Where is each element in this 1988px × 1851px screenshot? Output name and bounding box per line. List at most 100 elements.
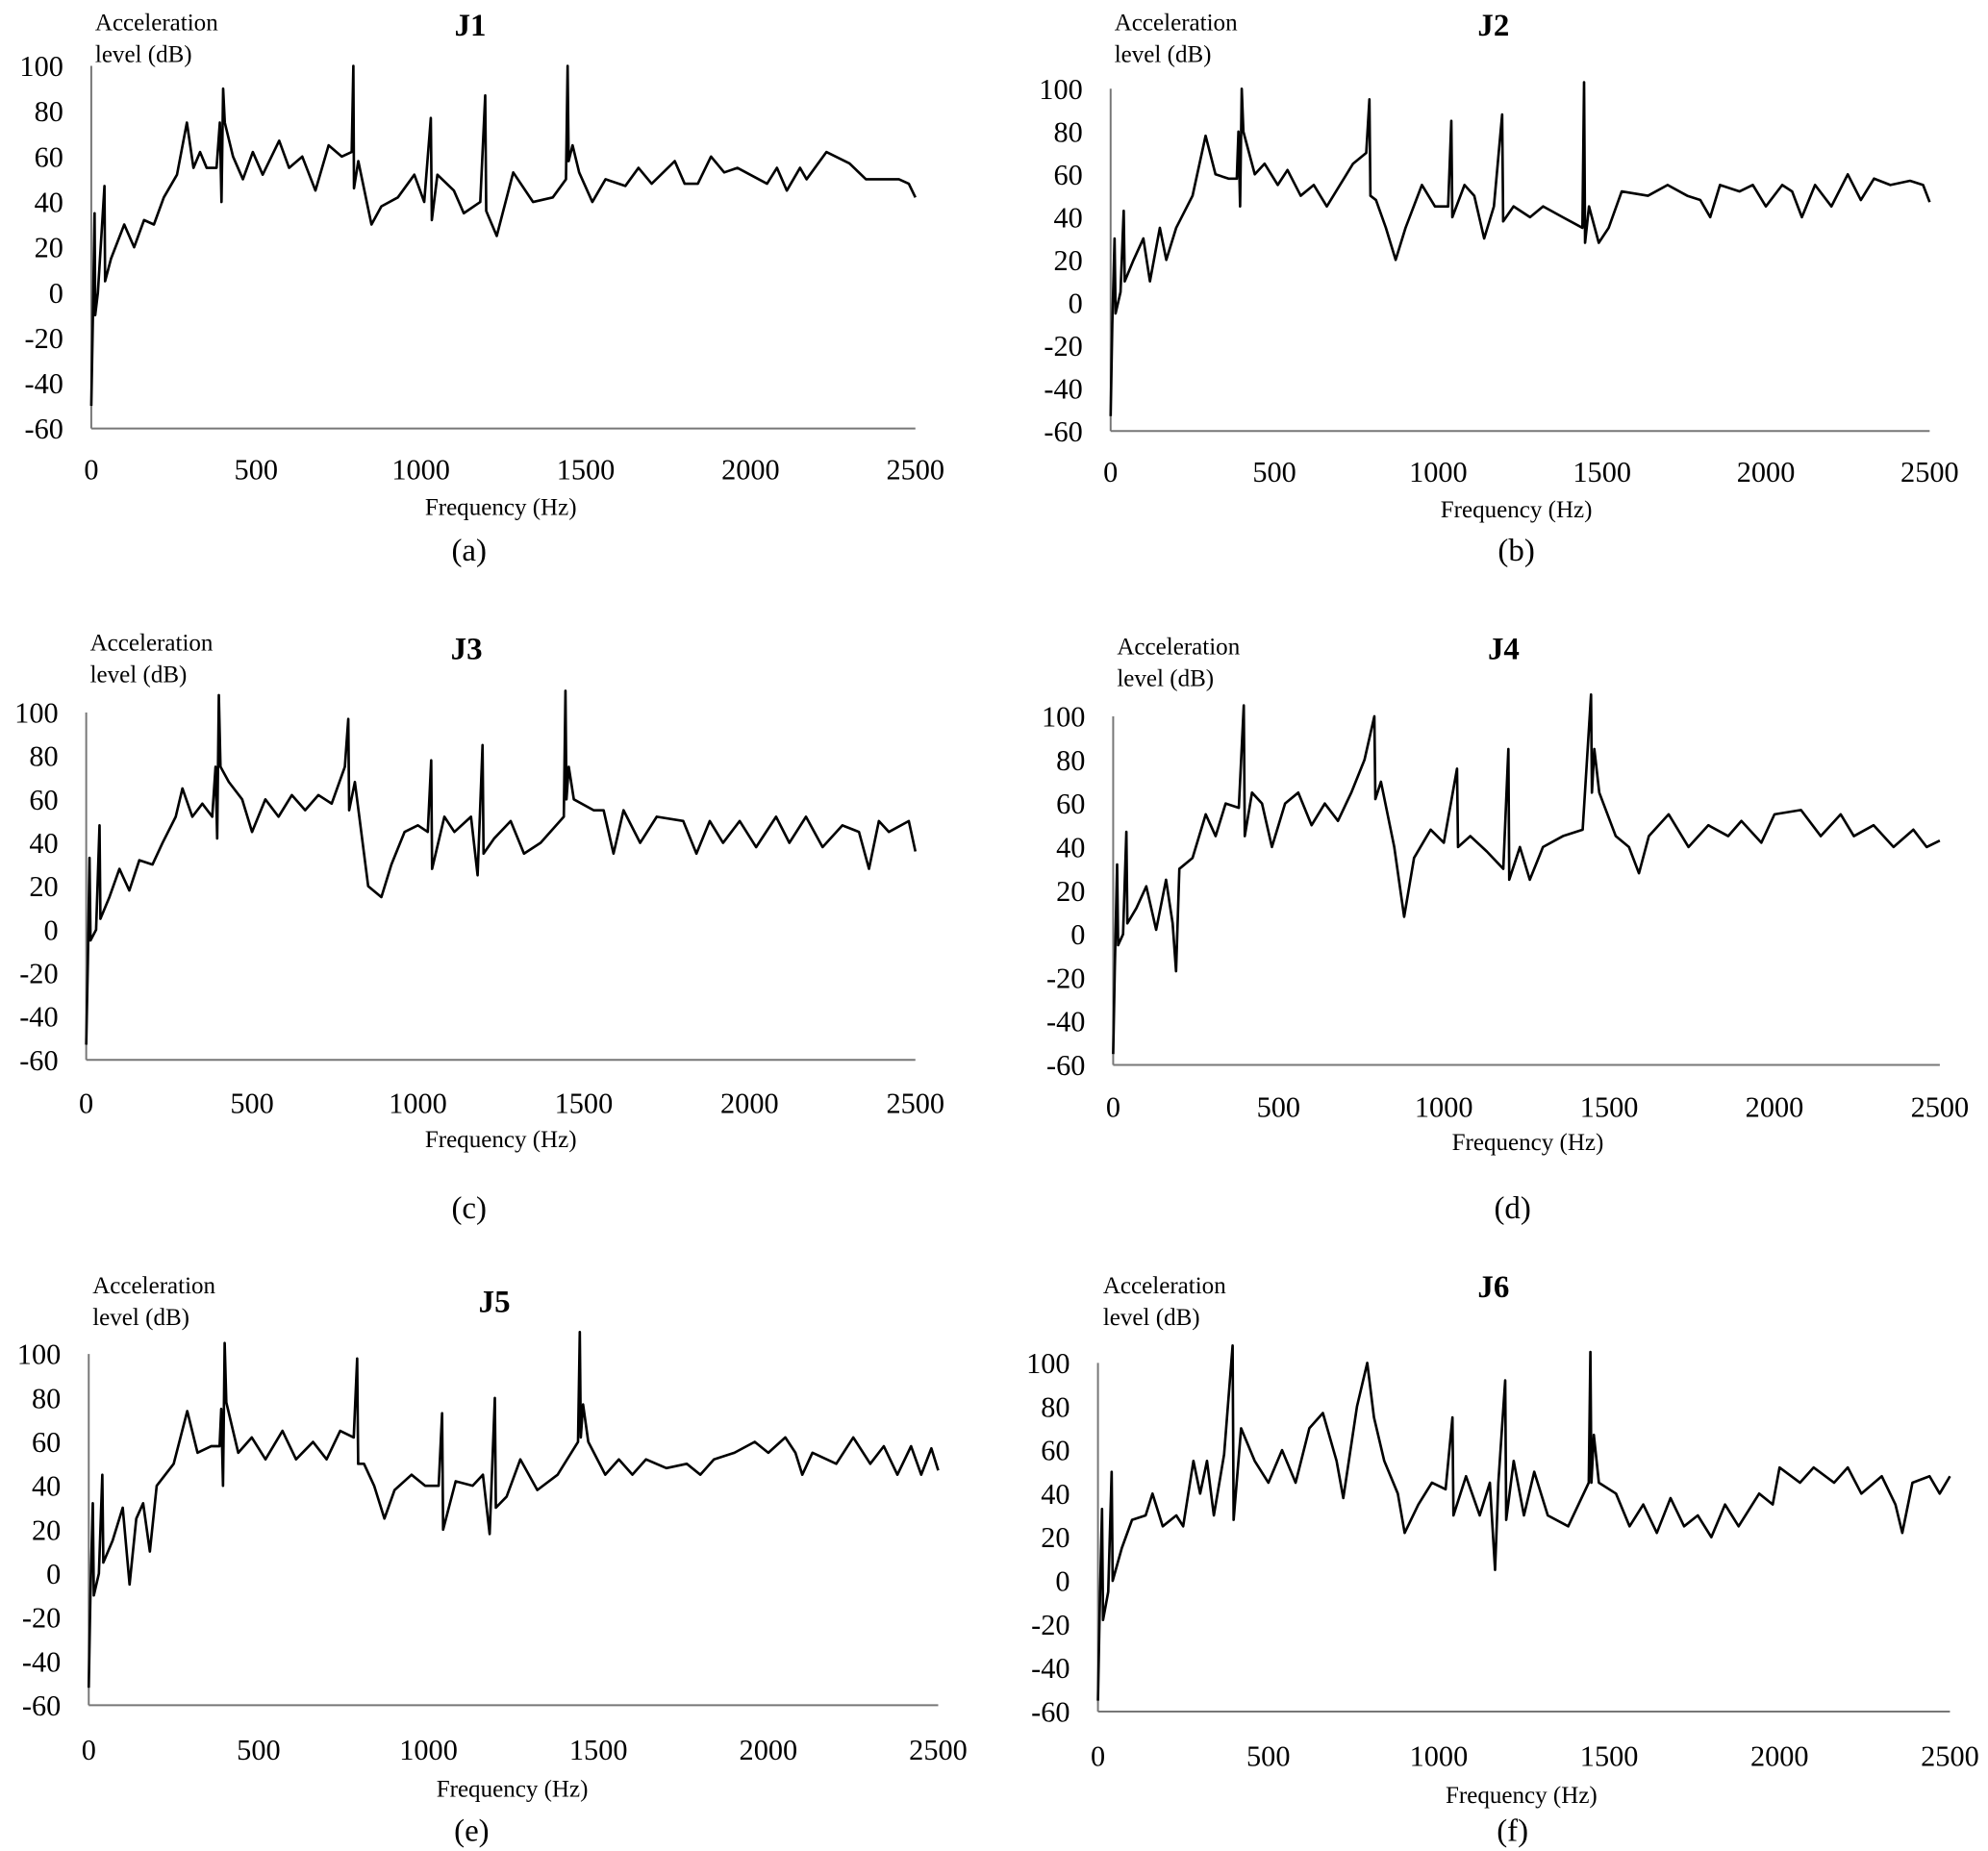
y-axis-label: level (dB): [92, 1305, 189, 1331]
y-tick-label: 100: [19, 50, 63, 83]
y-tick-label: -40: [1044, 372, 1082, 405]
y-tick-label: 20: [1056, 875, 1085, 908]
y-tick-label: 40: [1056, 831, 1085, 863]
y-tick-label: 100: [17, 1338, 61, 1371]
series-line-j6: [1096, 1343, 1951, 1701]
y-tick-label: 100: [14, 697, 58, 730]
x-tick-label: 500: [1252, 456, 1296, 488]
x-tick-label: 1000: [1415, 1091, 1473, 1124]
y-tick-label: 0: [49, 277, 63, 310]
x-tick-label: 1500: [555, 1088, 614, 1120]
y-axis-label: Acceleration: [1115, 11, 1238, 37]
x-tick-label: 1500: [1580, 1740, 1639, 1773]
y-tick-label: -20: [24, 322, 63, 355]
x-tick-label: 2500: [886, 1088, 944, 1120]
y-tick-label: 100: [1026, 1347, 1069, 1380]
panel-caption: (e): [454, 1813, 490, 1848]
x-tick-label: 0: [84, 453, 98, 486]
y-tick-label: 40: [29, 827, 58, 860]
y-tick-label: -40: [1046, 1006, 1085, 1038]
x-axis-label: Frequency (Hz): [1446, 1783, 1598, 1809]
y-tick-label: 60: [29, 784, 58, 816]
chart-title: J6: [1477, 1270, 1509, 1305]
x-tick-label: 2000: [1746, 1091, 1804, 1124]
x-tick-label: 2500: [1911, 1091, 1970, 1124]
y-tick-label: -60: [22, 1689, 61, 1722]
y-tick-label: 20: [1041, 1521, 1069, 1554]
x-axis-label: Frequency (Hz): [1452, 1130, 1604, 1156]
x-tick-label: 2500: [1900, 456, 1959, 488]
series-line-j3: [85, 689, 918, 1045]
y-tick-label: -40: [1031, 1652, 1069, 1685]
x-tick-label: 500: [235, 453, 278, 486]
y-axis-label: Acceleration: [1103, 1273, 1226, 1299]
y-tick-label: -60: [24, 413, 63, 445]
y-tick-label: 100: [1042, 700, 1085, 733]
chart-panel-j2: 100 80 60 40 20 0 -20 -40 -60 0 500 1000 1500 2000 250…: [1039, 9, 1958, 568]
y-tick-label: 20: [1053, 244, 1082, 277]
y-tick-label: 80: [35, 95, 63, 128]
y-tick-label: -20: [1044, 330, 1082, 363]
y-axis-label: level (dB): [1117, 665, 1214, 691]
y-tick-label: 80: [1053, 115, 1082, 148]
panel-caption: (a): [451, 534, 487, 568]
y-axis-label: level (dB): [90, 662, 188, 688]
x-tick-label: 1500: [1573, 456, 1631, 488]
y-tick-label: -60: [1031, 1696, 1069, 1729]
x-axis-label: Frequency (Hz): [425, 1127, 577, 1153]
series-line-j5: [87, 1331, 940, 1688]
y-tick-label: 80: [1056, 744, 1085, 777]
x-tick-label: 500: [230, 1088, 273, 1120]
y-tick-label: 60: [1041, 1435, 1069, 1467]
y-tick-label: 0: [1070, 918, 1085, 951]
y-tick-label: 60: [1056, 788, 1085, 820]
series-line-j1: [89, 64, 917, 407]
chart-title: J3: [451, 633, 483, 667]
x-tick-label: 2000: [740, 1734, 798, 1766]
x-tick-label: 2000: [721, 453, 780, 486]
x-tick-label: 1000: [391, 453, 450, 486]
x-tick-label: 1000: [389, 1088, 447, 1120]
x-tick-label: 2500: [1921, 1740, 1979, 1773]
y-tick-label: 40: [1041, 1478, 1069, 1511]
y-tick-label: 80: [29, 740, 58, 773]
x-tick-label: 1000: [1409, 456, 1468, 488]
x-tick-label: 0: [1103, 456, 1118, 488]
y-tick-label: 80: [1041, 1390, 1069, 1423]
panel-caption: (b): [1497, 534, 1534, 568]
y-axis-label: level (dB): [95, 42, 192, 68]
x-tick-label: 1500: [1580, 1091, 1639, 1124]
y-tick-label: 0: [46, 1558, 61, 1590]
y-tick-label: 20: [32, 1513, 61, 1546]
chart-panel-j6: 100 80 60 40 20 0 -20 -40 -60 0 500 1000 1500 2000 250…: [1026, 1270, 1979, 1849]
y-tick-label: -60: [1046, 1049, 1085, 1082]
y-tick-label: 60: [1053, 159, 1082, 191]
y-tick-label: 0: [43, 913, 58, 946]
x-axis-label: Frequency (Hz): [425, 494, 577, 520]
x-tick-label: 2000: [1750, 1740, 1809, 1773]
y-tick-label: -40: [19, 1001, 58, 1034]
y-axis-label: Acceleration: [90, 630, 214, 656]
panel-caption: (c): [451, 1191, 487, 1226]
chart-panel-j5: 100 80 60 40 20 0 -20 -40 -60 0 500 1000 1500 2000 250…: [17, 1273, 968, 1849]
x-tick-label: 2000: [720, 1088, 779, 1120]
chart-panel-j4: 100 80 60 40 20 0 -20 -40 -60 0 500 1000 1500 2000 250…: [1042, 633, 1969, 1226]
panel-caption: (f): [1497, 1813, 1528, 1848]
y-tick-label: 40: [35, 187, 63, 219]
y-tick-label: 0: [1069, 287, 1083, 319]
x-tick-label: 1000: [399, 1734, 458, 1766]
y-tick-label: -20: [1031, 1609, 1069, 1641]
x-tick-label: 1000: [1410, 1740, 1469, 1773]
y-tick-label: 40: [1053, 201, 1082, 234]
y-tick-label: 80: [32, 1382, 61, 1414]
y-tick-label: 20: [35, 232, 63, 264]
series-line-j2: [1109, 81, 1931, 416]
x-tick-label: 0: [1091, 1740, 1105, 1773]
x-axis-label: Frequency (Hz): [437, 1776, 589, 1802]
y-tick-label: -60: [1044, 415, 1082, 448]
x-axis-label: Frequency (Hz): [1441, 497, 1593, 523]
series-line-j4: [1112, 692, 1941, 1055]
chart-title: J1: [455, 9, 487, 43]
x-tick-label: 1500: [557, 453, 616, 486]
y-tick-label: 100: [1039, 73, 1082, 106]
